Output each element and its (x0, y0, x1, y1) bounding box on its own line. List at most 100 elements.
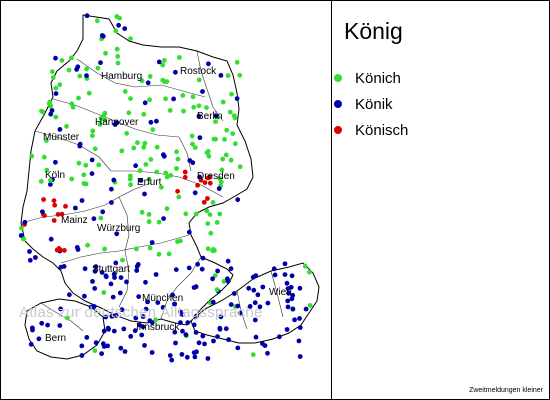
survey-point (118, 345, 124, 351)
survey-point (28, 341, 34, 347)
survey-point (114, 120, 120, 126)
survey-point (146, 212, 152, 217)
survey-point (77, 73, 83, 79)
survey-point (39, 320, 45, 326)
survey-point (142, 191, 147, 197)
survey-point (178, 320, 183, 326)
survey-point (57, 82, 63, 88)
survey-point (235, 303, 241, 309)
survey-point (205, 356, 211, 361)
legend-swatch-blue (334, 100, 342, 108)
footnote: Zweitmeldungen kleiner (469, 387, 543, 394)
survey-point (101, 113, 107, 118)
survey-point (154, 118, 159, 124)
survey-point (172, 301, 178, 307)
survey-point (103, 273, 109, 279)
survey-point (226, 337, 232, 343)
survey-point (237, 72, 243, 78)
survey-point (150, 127, 156, 133)
survey-point (45, 322, 50, 328)
survey-point (27, 249, 32, 254)
survey-point (229, 91, 234, 97)
survey-point (158, 184, 164, 190)
survey-point (149, 350, 155, 355)
survey-point (110, 294, 116, 300)
survey-point (253, 334, 259, 340)
survey-point (146, 176, 152, 182)
legend-label: Könisch (355, 121, 409, 139)
survey-point (161, 79, 167, 84)
survey-point (195, 182, 201, 188)
survey-point (194, 349, 199, 355)
survey-point (141, 111, 147, 117)
survey-point (172, 329, 178, 335)
survey-point (192, 145, 198, 151)
survey-point (184, 354, 190, 360)
survey-point (113, 260, 119, 266)
survey-point (49, 108, 55, 113)
survey-point (167, 353, 173, 358)
survey-point (22, 219, 28, 225)
survey-point (109, 313, 115, 319)
survey-point (138, 178, 144, 183)
survey-point (216, 186, 222, 192)
survey-point (155, 300, 161, 305)
survey-point (183, 332, 189, 338)
survey-point (84, 66, 89, 72)
survey-point (86, 90, 92, 96)
survey-point (297, 285, 303, 291)
survey-point (271, 266, 277, 272)
survey-point (124, 131, 130, 136)
survey-point (206, 153, 212, 159)
survey-point (182, 169, 188, 175)
city-label-hannover: Hannover (95, 117, 139, 128)
survey-point (160, 305, 166, 310)
survey-point (193, 330, 199, 335)
survey-point (154, 169, 160, 175)
survey-point (67, 292, 72, 298)
survey-point (85, 242, 90, 248)
survey-point (174, 149, 180, 155)
survey-point (182, 174, 188, 180)
legend-swatch-red (334, 126, 342, 134)
survey-point (132, 328, 138, 334)
survey-point (30, 325, 35, 331)
survey-point (124, 279, 129, 285)
survey-point (79, 343, 85, 349)
survey-point (215, 268, 221, 274)
survey-point (213, 119, 218, 125)
survey-point (192, 190, 198, 196)
survey-point (102, 117, 108, 123)
survey-point (63, 203, 68, 209)
survey-point (190, 141, 195, 147)
survey-point (233, 141, 238, 147)
survey-point (74, 67, 79, 72)
survey-point (122, 89, 128, 94)
survey-point (212, 248, 217, 253)
survey-point (163, 170, 169, 176)
survey-point (286, 290, 291, 296)
city-label-stuttgart: Stuttgart (92, 264, 130, 275)
survey-point (181, 108, 186, 114)
survey-point (167, 108, 173, 113)
survey-point (55, 212, 61, 217)
survey-point (143, 162, 149, 167)
survey-point (284, 327, 290, 332)
survey-point (194, 313, 199, 319)
city-label-muenchen: München (142, 293, 183, 304)
survey-point (84, 335, 90, 340)
survey-point (297, 325, 303, 330)
city-label-koeln: Köln (45, 170, 65, 181)
survey-point (247, 304, 253, 309)
survey-point (91, 304, 97, 309)
survey-point (135, 262, 141, 267)
survey-point (212, 273, 218, 278)
survey-point (211, 136, 217, 142)
survey-point (48, 182, 53, 187)
survey-point (66, 67, 72, 73)
survey-point (69, 176, 75, 182)
survey-point (170, 292, 175, 298)
survey-point (196, 77, 202, 83)
survey-point (51, 218, 57, 223)
survey-point (176, 194, 182, 200)
